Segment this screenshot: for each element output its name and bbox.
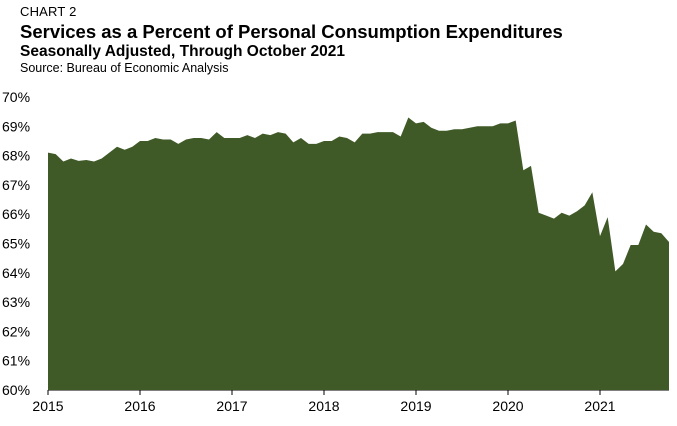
y-tick-label: 61% [2,353,30,369]
x-tick-label: 2020 [492,398,523,414]
x-tick-label: 2019 [400,398,431,414]
x-tick-label: 2016 [124,398,155,414]
x-tick-label: 2017 [216,398,247,414]
x-tick-label: 2015 [32,398,63,414]
chart-number-label: CHART 2 [20,4,77,19]
plot-area [48,117,669,390]
y-tick-label: 65% [2,236,30,252]
y-tick-label: 68% [2,148,30,164]
chart-subtitle: Seasonally Adjusted, Through October 202… [20,43,346,60]
chart-source: Source: Bureau of Economic Analysis [20,61,229,75]
y-tick-label: 70% [2,89,30,105]
x-axis: 2015 2016 2017 2018 2019 2020 2021 [32,389,669,414]
y-axis: 60% 61% 62% 63% 64% 65% 66% 67% 68% 69% 70% [2,89,30,398]
x-tick-label: 2021 [584,398,615,414]
y-tick-label: 62% [2,323,30,339]
y-tick-label: 64% [2,265,30,281]
y-tick-label: 60% [2,382,30,398]
chart-title: Services as a Percent of Personal Consum… [20,21,563,42]
x-tick-label: 2018 [308,398,339,414]
series-area [48,117,669,390]
y-tick-label: 69% [2,118,30,134]
y-tick-label: 66% [2,206,30,222]
chart-header: CHART 2 Services as a Percent of Persona… [20,4,563,76]
y-tick-label: 67% [2,177,30,193]
y-tick-label: 63% [2,294,30,310]
